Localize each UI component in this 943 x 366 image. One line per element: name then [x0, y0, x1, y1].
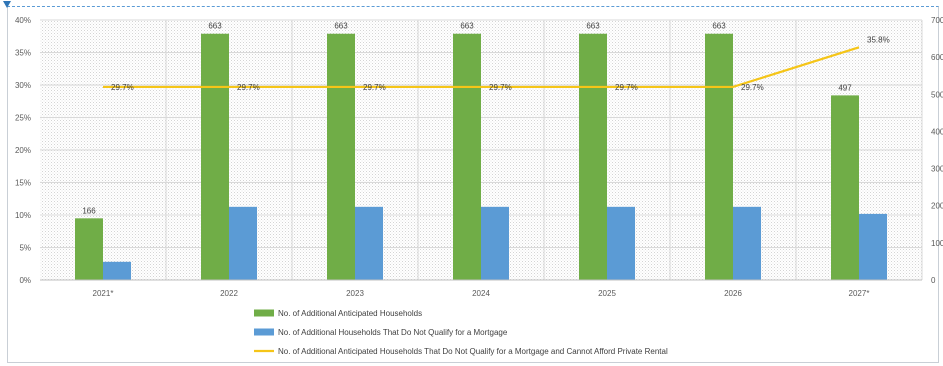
bar [481, 206, 509, 280]
line-data-label: 29.7% [237, 83, 260, 92]
bar-data-label: 166 [82, 206, 96, 215]
left-axis-tick-label: 40% [15, 16, 31, 25]
line-data-label: 29.7% [615, 83, 638, 92]
bar-data-label: 663 [460, 22, 474, 31]
line-data-label: 29.7% [741, 83, 764, 92]
left-axis-tick-label: 15% [15, 179, 31, 188]
bar-data-label: 663 [208, 22, 222, 31]
left-axis-tick-label: 30% [15, 81, 31, 90]
bar [859, 213, 887, 280]
legend-swatch [254, 309, 274, 317]
right-axis-tick-label: 500 [931, 90, 943, 99]
x-axis-tick-label: 2023 [346, 289, 364, 298]
left-axis-tick-label: 20% [15, 146, 31, 155]
legend-label: No. of Additional Households That Do Not… [278, 328, 508, 337]
left-axis-tick-label: 0% [19, 276, 31, 285]
x-axis-tick-label: 2025 [598, 289, 616, 298]
right-axis-tick-label: 300 [931, 165, 943, 174]
line-data-label: 29.7% [489, 83, 512, 92]
line-data-label: 29.7% [111, 83, 134, 92]
bar [75, 218, 103, 280]
bar [355, 206, 383, 280]
bar [103, 261, 131, 280]
bar [327, 33, 355, 280]
bar-data-label: 663 [712, 22, 726, 31]
line-data-label: 29.7% [363, 83, 386, 92]
left-axis-tick-label: 35% [15, 49, 31, 58]
left-axis-tick-label: 25% [15, 114, 31, 123]
bar [579, 33, 607, 280]
left-axis-tick-label: 5% [19, 244, 31, 253]
right-axis-tick-label: 100 [931, 239, 943, 248]
right-axis-tick-label: 600 [931, 53, 943, 62]
legend-label: No. of Additional Anticipated Households [278, 309, 422, 318]
legend-label: No. of Additional Anticipated Households… [278, 347, 668, 356]
bar [229, 206, 257, 280]
bar [705, 33, 733, 280]
chart-selection-handle-icon[interactable] [3, 1, 11, 8]
right-axis-tick-label: 0 [931, 276, 936, 285]
right-axis-tick-label: 700 [931, 16, 943, 25]
x-axis-tick-label: 2024 [472, 289, 490, 298]
bar-data-label: 663 [586, 22, 600, 31]
x-axis-tick-label: 2022 [220, 289, 238, 298]
line-data-label: 35.8% [867, 35, 890, 44]
bar-data-label: 497 [838, 83, 852, 92]
right-axis-tick-label: 200 [931, 202, 943, 211]
bar-data-label: 663 [334, 22, 348, 31]
x-axis-tick-label: 2027* [849, 289, 870, 298]
left-axis-tick-label: 10% [15, 211, 31, 220]
legend-swatch [254, 328, 274, 336]
x-axis-tick-label: 2021* [93, 289, 114, 298]
bar [831, 95, 859, 281]
bar [733, 206, 761, 280]
bar [201, 33, 229, 280]
bar [607, 206, 635, 280]
x-axis-tick-label: 2026 [724, 289, 742, 298]
bar [453, 33, 481, 280]
right-axis-tick-label: 400 [931, 127, 943, 136]
